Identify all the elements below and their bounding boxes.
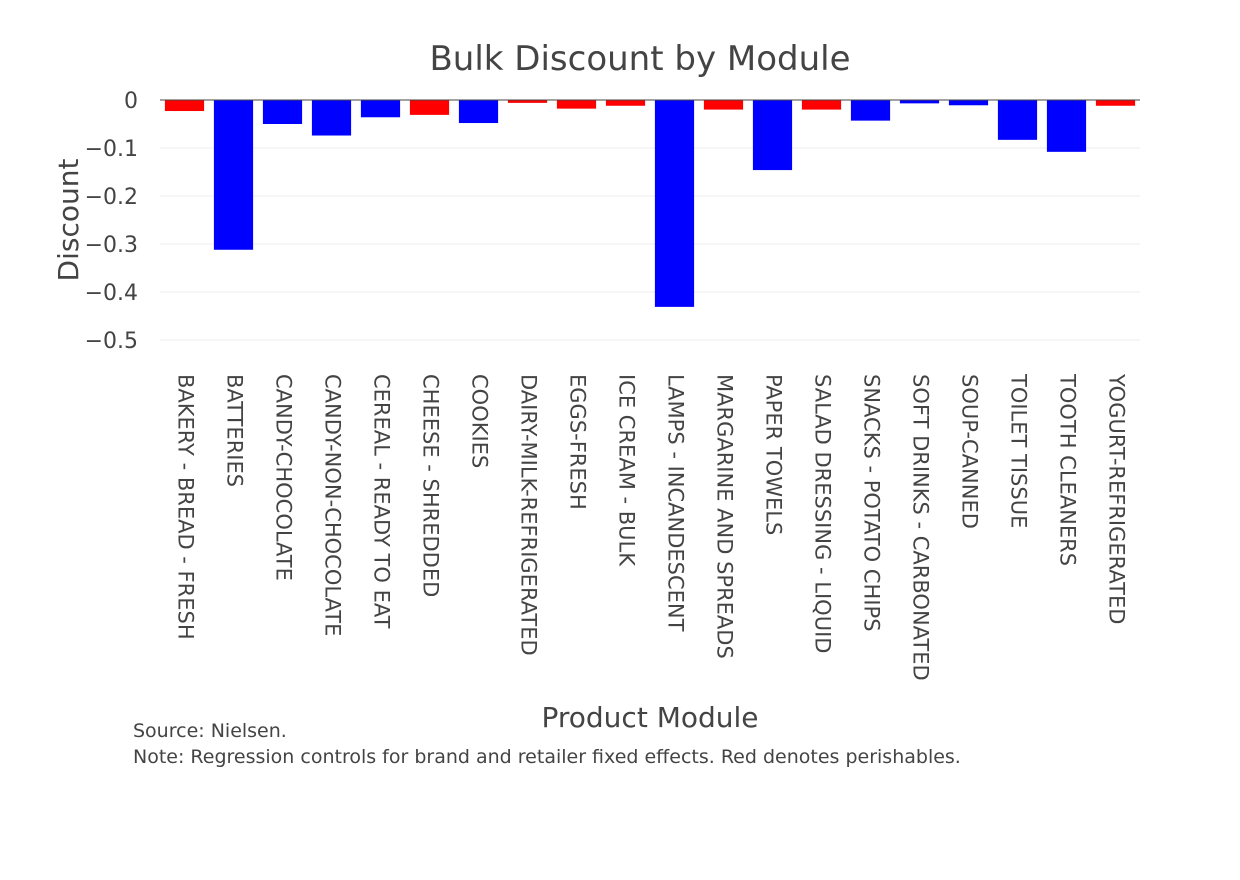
y-axis-ticks: 0 −0.1 −0.2 −0.3 −0.4 −0.5 [85,89,138,354]
bar [213,100,254,250]
y-tick-label: −0.2 [85,185,138,210]
x-category-label: DAIRY-MILK-REFRIGERATED [517,374,541,656]
bar [556,100,597,109]
x-category-label: YOGURT-REFRIGERATED [1105,373,1129,624]
x-category-label: TOOTH CLEANERS [1056,373,1080,566]
bar [703,100,744,110]
x-category-label: SNACKS - POTATO CHIPS [860,374,884,632]
bar [752,100,793,171]
bar [801,100,842,110]
x-category-label: SOUP-CANNED [958,374,982,529]
x-axis-categories: BAKERY - BREAD - FRESH BATTERIES CANDY-CHO… [174,373,1129,681]
x-category-label: CANDY-NON-CHOCOLATE [321,374,345,636]
x-category-label: COOKIES [468,374,492,468]
chart-title: Bulk Discount by Module [429,39,850,79]
y-tick-label: 0 [124,89,138,114]
x-category-label: PAPER TOWELS [762,374,786,535]
bar [1095,100,1136,106]
y-axis-title: Discount [52,159,85,282]
x-category-label: CANDY-CHOCOLATE [272,374,296,581]
bar [360,100,401,118]
x-category-label: BAKERY - BREAD - FRESH [174,374,198,640]
bar-series [164,100,1136,307]
bar [850,100,891,121]
gridlines [160,147,1140,341]
bar [605,100,646,106]
bar [164,100,205,112]
bar [1046,100,1087,152]
x-category-label: EGGS-FRESH [566,374,590,510]
bar [654,100,695,307]
bar [458,100,499,124]
bar [507,100,548,103]
y-tick-label: −0.1 [85,137,138,162]
bar [948,100,989,106]
y-tick-label: −0.4 [85,281,138,306]
bar [262,100,303,124]
x-category-label: CHEESE - SHREDDED [419,374,443,597]
bar [899,100,940,104]
regression-note: Note: Regression controls for brand and … [133,746,961,768]
y-tick-label: −0.3 [85,233,138,258]
y-tick-label: −0.5 [85,329,138,354]
x-axis-title: Product Module [541,701,758,734]
x-category-label: CEREAL - READY TO EAT [370,374,394,629]
bar [311,100,352,136]
x-category-label: SOFT DRINKS - CARBONATED [909,374,933,681]
bar [409,100,450,115]
x-category-label: LAMPS - INCANDESCENT [664,374,688,632]
x-category-label: BATTERIES [223,374,247,487]
x-category-label: MARGARINE AND SPREADS [713,374,737,659]
source-note: Source: Nielsen. [133,720,287,742]
x-category-label: ICE CREAM - BULK [615,374,639,567]
bar [997,100,1038,140]
x-category-label: TOILET TISSUE [1007,373,1031,528]
x-category-label: SALAD DRESSING - LIQUID [811,374,835,653]
